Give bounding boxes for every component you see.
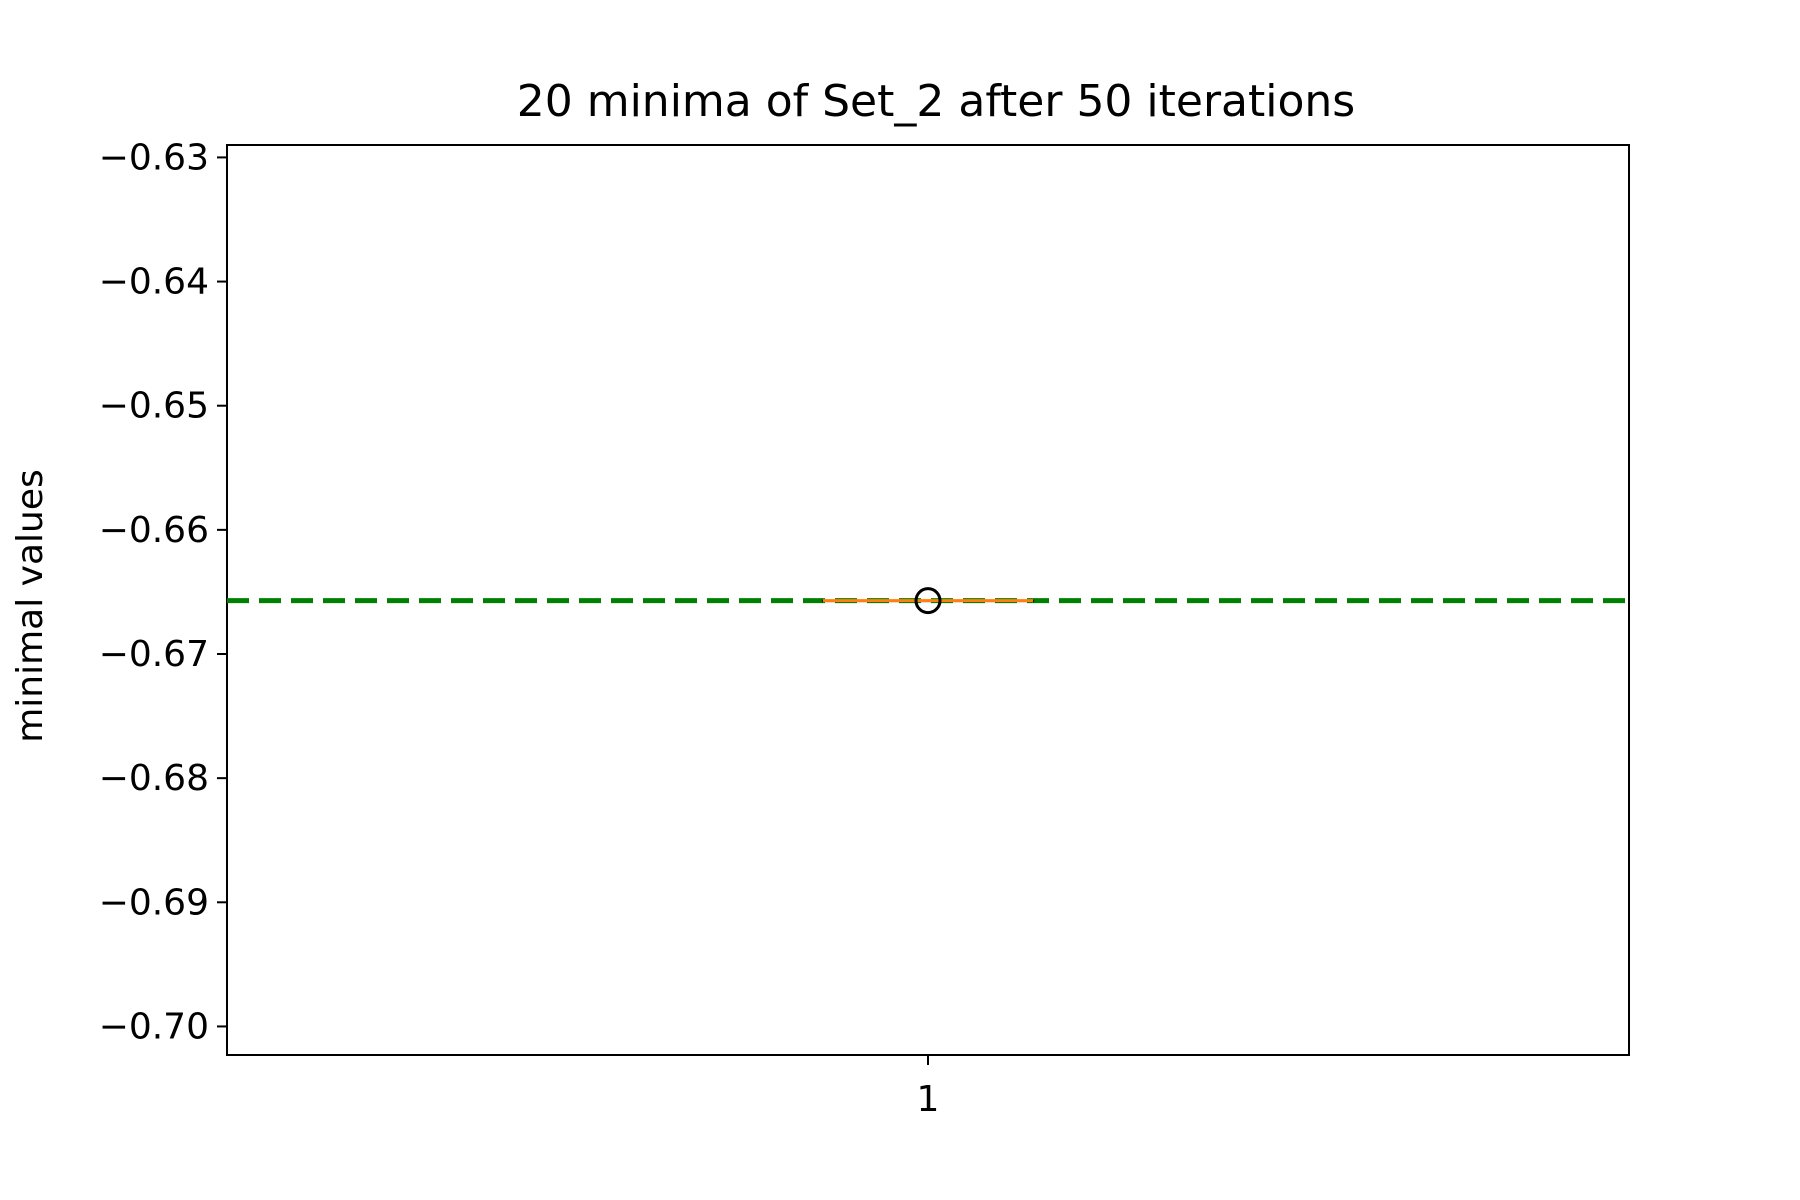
y-tick-label: −0.64 xyxy=(99,262,209,303)
y-tick-label: −0.69 xyxy=(99,882,209,923)
y-tick-label: −0.65 xyxy=(99,386,209,427)
y-tick-label: −0.68 xyxy=(99,758,209,799)
flier-point xyxy=(914,587,942,615)
x-tick-label: 1 xyxy=(917,1079,940,1120)
y-tick-label: −0.67 xyxy=(99,634,209,675)
y-tick-label: −0.63 xyxy=(99,137,209,178)
data-layer xyxy=(227,587,1629,615)
axes-layer: −0.63 −0.64 −0.65 −0.66 −0.67 −0.68 −0.69 −0.70… xyxy=(99,137,1630,1120)
y-axis-label: minimal values xyxy=(10,469,51,743)
chart-title: 20 minima of Set_2 after 50 iterations xyxy=(517,76,1355,127)
y-tick-label: −0.70 xyxy=(99,1006,209,1047)
y-tick-label: −0.66 xyxy=(99,510,209,551)
